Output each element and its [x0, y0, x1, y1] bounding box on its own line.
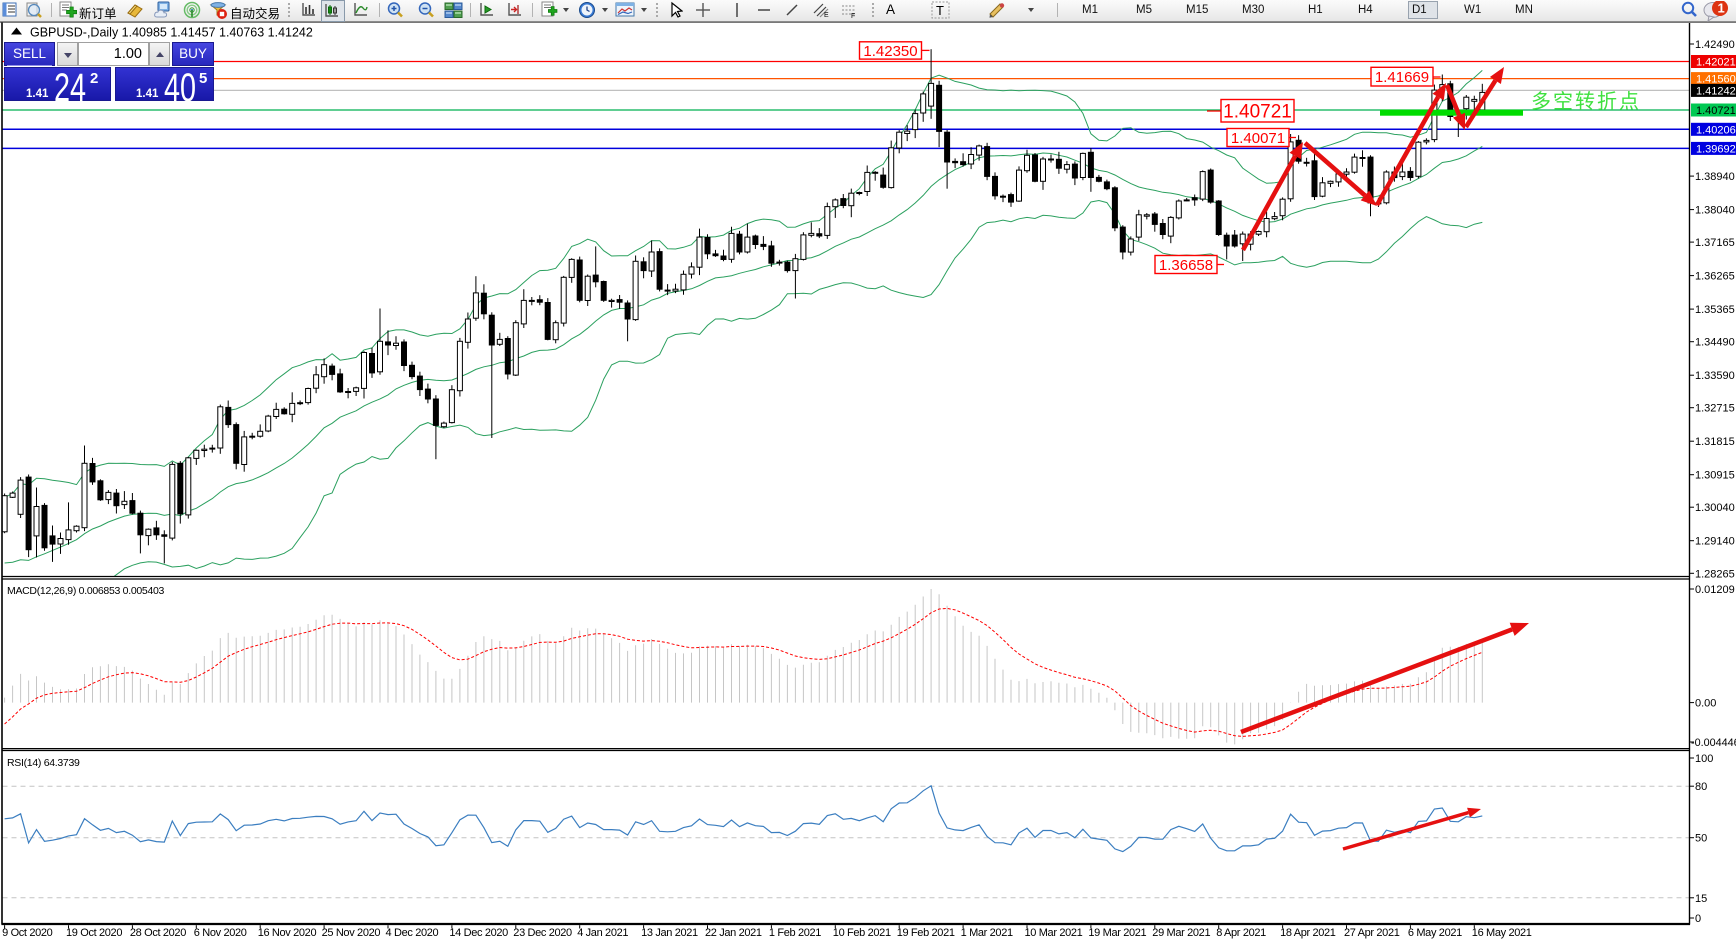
svg-text:1.36658: 1.36658	[1159, 257, 1213, 274]
svg-text:1.35365: 1.35365	[1695, 304, 1735, 316]
svg-text:MACD(12,26,9) 0.006853 0.00540: MACD(12,26,9) 0.006853 0.005403	[7, 585, 165, 597]
svg-text:-0.004446: -0.004446	[1691, 737, 1736, 749]
svg-text:T: T	[936, 3, 944, 18]
svg-text:1 Mar 2021: 1 Mar 2021	[961, 927, 1013, 939]
svg-text:29 Mar 2021: 29 Mar 2021	[1152, 927, 1210, 939]
svg-text:19 Feb 2021: 19 Feb 2021	[897, 927, 955, 939]
svg-text:1.41242: 1.41242	[1696, 85, 1736, 97]
svg-text:多空转折点: 多空转折点	[1531, 90, 1641, 113]
svg-text:1.42490: 1.42490	[1695, 39, 1735, 51]
svg-text:10 Feb 2021: 10 Feb 2021	[833, 927, 891, 939]
svg-text:1.40071: 1.40071	[1231, 130, 1285, 147]
svg-text:1 Feb 2021: 1 Feb 2021	[769, 927, 821, 939]
svg-text:14 Dec 2020: 14 Dec 2020	[449, 927, 508, 939]
svg-text:13 Jan 2021: 13 Jan 2021	[641, 927, 698, 939]
svg-text:1.29140: 1.29140	[1695, 536, 1735, 548]
svg-text:1.40206: 1.40206	[1696, 124, 1736, 136]
svg-text:1: 1	[1718, 1, 1725, 16]
svg-text:16 Nov 2020: 16 Nov 2020	[258, 927, 317, 939]
svg-text:1.41560: 1.41560	[1696, 74, 1736, 86]
svg-text:GBPUSD-,Daily 1.40985 1.41457: GBPUSD-,Daily 1.40985 1.41457 1.40763 1.…	[30, 26, 313, 40]
svg-text:80: 80	[1695, 781, 1707, 793]
svg-text:1.31815: 1.31815	[1695, 436, 1735, 448]
svg-text:1.36265: 1.36265	[1695, 271, 1735, 283]
svg-text:1.32715: 1.32715	[1695, 403, 1735, 415]
svg-text:10 Mar 2021: 10 Mar 2021	[1025, 927, 1083, 939]
svg-text:1.39692: 1.39692	[1696, 143, 1736, 155]
svg-text:1.38040: 1.38040	[1695, 205, 1735, 217]
svg-text:1.42350: 1.42350	[863, 43, 917, 60]
svg-text:16 May 2021: 16 May 2021	[1472, 927, 1532, 939]
svg-text:100: 100	[1695, 753, 1713, 765]
svg-text:1.42021: 1.42021	[1696, 57, 1736, 69]
svg-text:4 Dec 2020: 4 Dec 2020	[386, 927, 439, 939]
svg-text:1.30040: 1.30040	[1695, 502, 1735, 514]
svg-text:23 Dec 2020: 23 Dec 2020	[513, 927, 572, 939]
svg-text:1.41669: 1.41669	[1375, 69, 1429, 86]
svg-text:9 Oct 2020: 9 Oct 2020	[2, 927, 53, 939]
svg-text:RSI(14) 64.3739: RSI(14) 64.3739	[7, 757, 80, 769]
svg-text:F: F	[851, 13, 855, 19]
svg-text:6 Nov 2020: 6 Nov 2020	[194, 927, 247, 939]
svg-text:27 Apr 2021: 27 Apr 2021	[1344, 927, 1400, 939]
svg-text:15: 15	[1695, 893, 1707, 905]
svg-text:19 Mar 2021: 19 Mar 2021	[1088, 927, 1146, 939]
svg-text:1.28265: 1.28265	[1695, 568, 1735, 580]
svg-text:4 Jan 2021: 4 Jan 2021	[577, 927, 628, 939]
svg-text:50: 50	[1695, 833, 1707, 845]
svg-text:0.01209: 0.01209	[1695, 584, 1735, 596]
svg-text:8 Apr 2021: 8 Apr 2021	[1216, 927, 1266, 939]
svg-text:6 May 2021: 6 May 2021	[1408, 927, 1462, 939]
svg-text:0: 0	[1695, 913, 1701, 925]
svg-text:28 Oct 2020: 28 Oct 2020	[130, 927, 186, 939]
svg-text:0.00: 0.00	[1695, 698, 1716, 710]
svg-text:1.33590: 1.33590	[1695, 370, 1735, 382]
svg-text:25 Nov 2020: 25 Nov 2020	[322, 927, 381, 939]
svg-text:1.40721: 1.40721	[1223, 102, 1292, 123]
svg-text:E: E	[824, 12, 829, 19]
svg-text:1.40721: 1.40721	[1696, 105, 1736, 117]
svg-text:1.37165: 1.37165	[1695, 237, 1735, 249]
svg-text:1.34490: 1.34490	[1695, 337, 1735, 349]
svg-text:19 Oct 2020: 19 Oct 2020	[66, 927, 122, 939]
svg-text:1.30915: 1.30915	[1695, 470, 1735, 482]
svg-text:1.38940: 1.38940	[1695, 171, 1735, 183]
svg-text:18 Apr 2021: 18 Apr 2021	[1280, 927, 1336, 939]
svg-text:22 Jan 2021: 22 Jan 2021	[705, 927, 762, 939]
